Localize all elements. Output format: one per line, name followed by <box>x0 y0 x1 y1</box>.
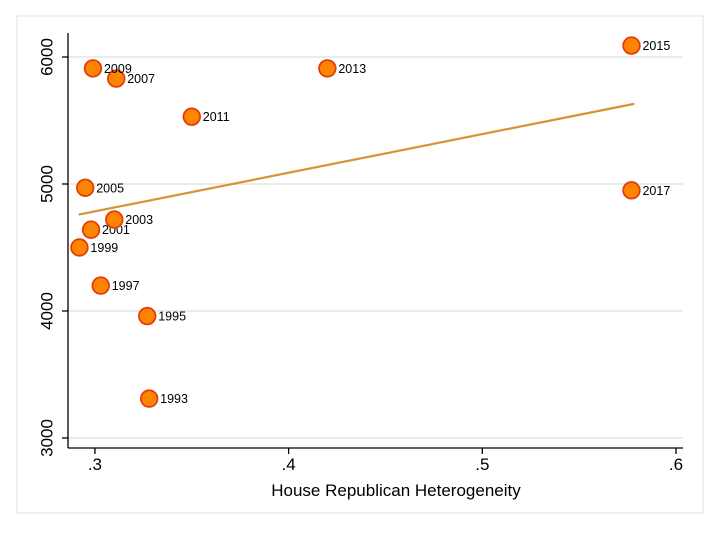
data-point-label-2011: 2011 <box>203 110 230 124</box>
y-tick-label-3000: 3000 <box>37 419 56 457</box>
x-tick-label-.6: .6 <box>669 455 683 474</box>
data-point-2003 <box>105 210 124 229</box>
data-point-label-2009: 2009 <box>104 62 132 76</box>
y-tick-label-5000: 5000 <box>37 165 56 203</box>
x-tick-label-.3: .3 <box>88 455 102 474</box>
data-point-label-1997: 1997 <box>112 279 140 293</box>
data-point-2017 <box>622 181 641 200</box>
x-tick-label-.4: .4 <box>282 455 296 474</box>
data-point-2001 <box>81 220 101 239</box>
y-tick-label-6000: 6000 <box>37 38 56 76</box>
data-point-label-2005: 2005 <box>96 181 124 195</box>
data-point-1997 <box>91 276 110 295</box>
data-point-label-1995: 1995 <box>158 310 186 324</box>
data-point-2009 <box>83 59 103 78</box>
data-point-1999 <box>70 238 89 257</box>
data-point-label-2007: 2007 <box>127 72 155 86</box>
data-point-label-2013: 2013 <box>338 62 366 76</box>
data-point-label-1993: 1993 <box>160 392 188 406</box>
data-point-2005 <box>76 178 95 197</box>
data-point-label-2017: 2017 <box>642 184 670 198</box>
data-point-1995 <box>138 306 157 326</box>
data-point-label-1999: 1999 <box>90 241 118 255</box>
trend-line <box>78 102 635 216</box>
data-point-2015 <box>622 36 641 55</box>
data-point-label-2003: 2003 <box>125 213 153 227</box>
slide-border <box>16 15 704 514</box>
data-point-2007 <box>107 69 126 88</box>
x-tick-label-.5: .5 <box>475 455 489 474</box>
data-point-1993 <box>139 389 159 408</box>
data-point-2013 <box>318 59 337 78</box>
data-point-label-2015: 2015 <box>642 39 670 53</box>
data-point-2011 <box>182 107 201 126</box>
x-axis-title: House Republican Heterogeneity <box>271 481 521 500</box>
y-tick-label-4000: 4000 <box>37 292 56 330</box>
